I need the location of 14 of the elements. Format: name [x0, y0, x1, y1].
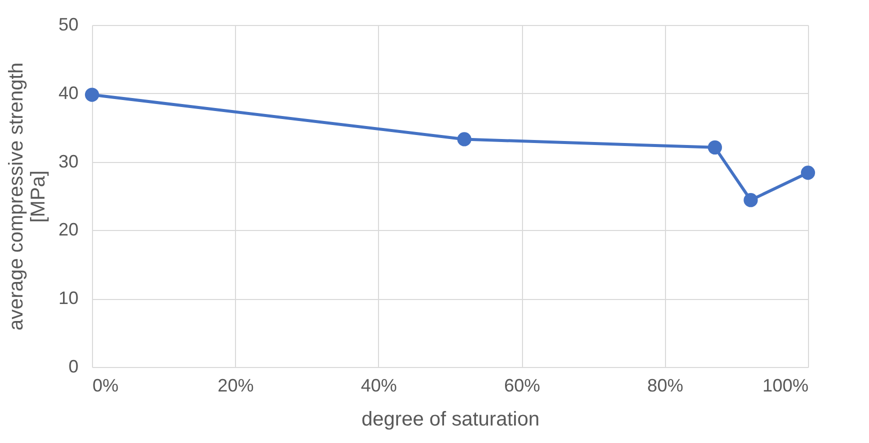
y-tick-label: 40 [58, 82, 78, 103]
y-tick-label: 30 [58, 151, 78, 172]
x-tick-label: 100% [762, 376, 808, 396]
y-tick-label: 50 [58, 14, 78, 34]
x-tick-label: 60% [504, 376, 540, 396]
y-tick-label: 10 [58, 288, 78, 308]
x-tick-label: 0% [92, 376, 119, 396]
x-tick-label: 20% [218, 376, 254, 396]
y-tick-label: 20 [58, 220, 78, 240]
x-axis-title: degree of saturation [362, 408, 540, 430]
y-axis-title: average compressive strength [MPa] [5, 62, 50, 330]
x-tick-label: 40% [360, 376, 397, 396]
x-tick-label: 80% [647, 376, 684, 396]
y-tick-label: 0 [68, 356, 78, 376]
